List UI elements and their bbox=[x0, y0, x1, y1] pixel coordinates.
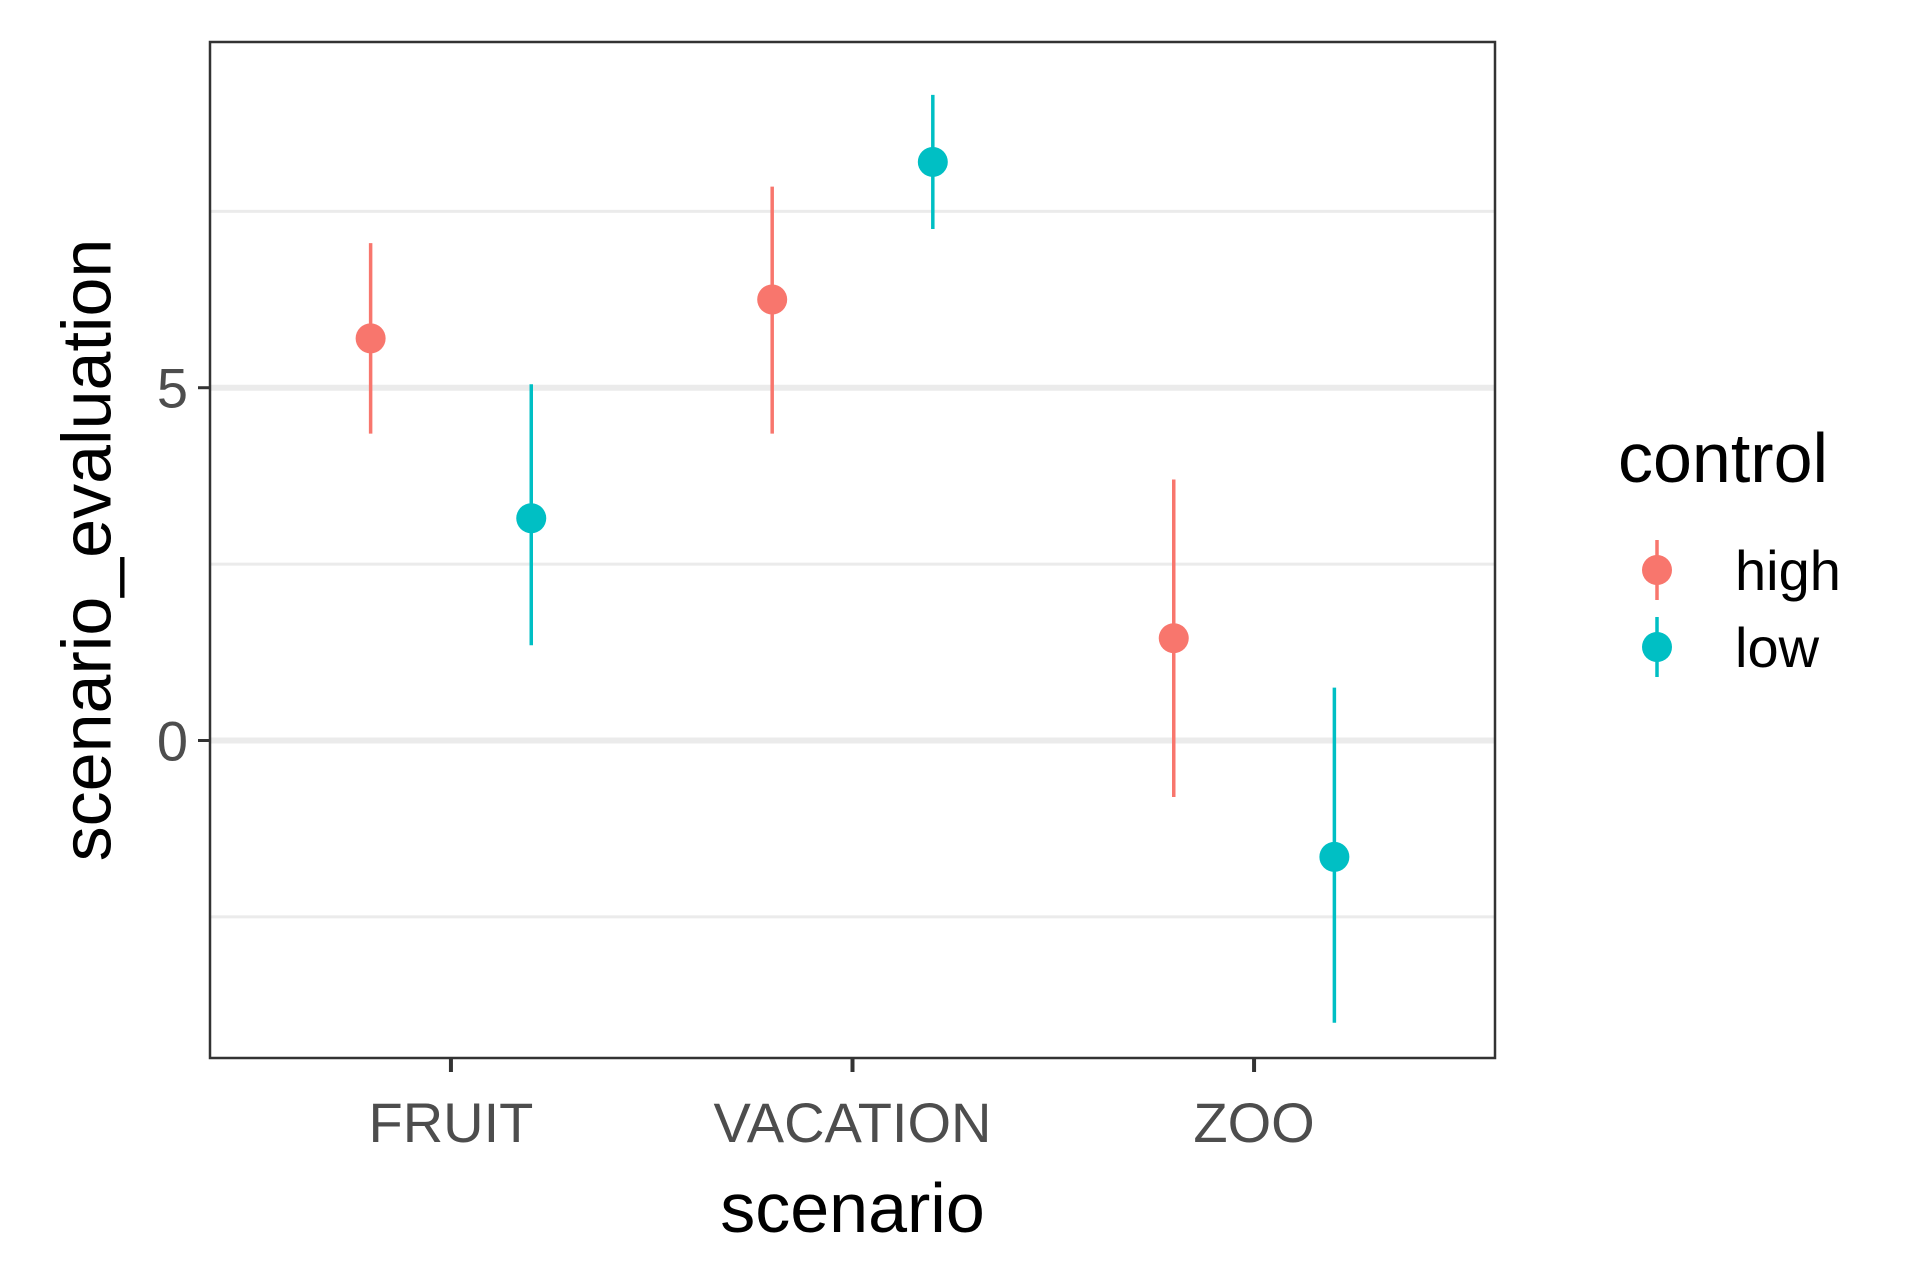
x-tick-label-fruit: FRUIT bbox=[369, 1091, 534, 1154]
data-marks bbox=[355, 94, 1350, 1023]
point-low-vacation bbox=[917, 146, 948, 177]
legend-key-point-high bbox=[1642, 555, 1672, 585]
legend-title: control bbox=[1618, 419, 1828, 497]
point-high-vacation bbox=[757, 284, 788, 315]
y-tick-label: 5 bbox=[157, 357, 188, 420]
legend-label-high: high bbox=[1735, 539, 1841, 602]
legend-key-point-low bbox=[1642, 632, 1672, 662]
x-tick-label-zoo: ZOO bbox=[1193, 1091, 1314, 1154]
point-low-fruit bbox=[516, 503, 547, 534]
y-tick-label: 0 bbox=[157, 710, 188, 773]
axes: 0 5 FRUIT VACATION ZOO bbox=[157, 357, 1315, 1154]
point-high-fruit bbox=[355, 323, 386, 354]
legend-label-low: low bbox=[1735, 616, 1820, 679]
point-high-zoo bbox=[1158, 623, 1189, 654]
legend: control high low bbox=[1618, 419, 1841, 679]
gridlines bbox=[210, 209, 1495, 919]
x-axis-title: scenario bbox=[720, 1169, 985, 1247]
point-low-zoo bbox=[1319, 841, 1350, 872]
x-tick-label-vacation: VACATION bbox=[714, 1091, 992, 1154]
y-axis-title: scenario_evaluation bbox=[47, 239, 125, 862]
